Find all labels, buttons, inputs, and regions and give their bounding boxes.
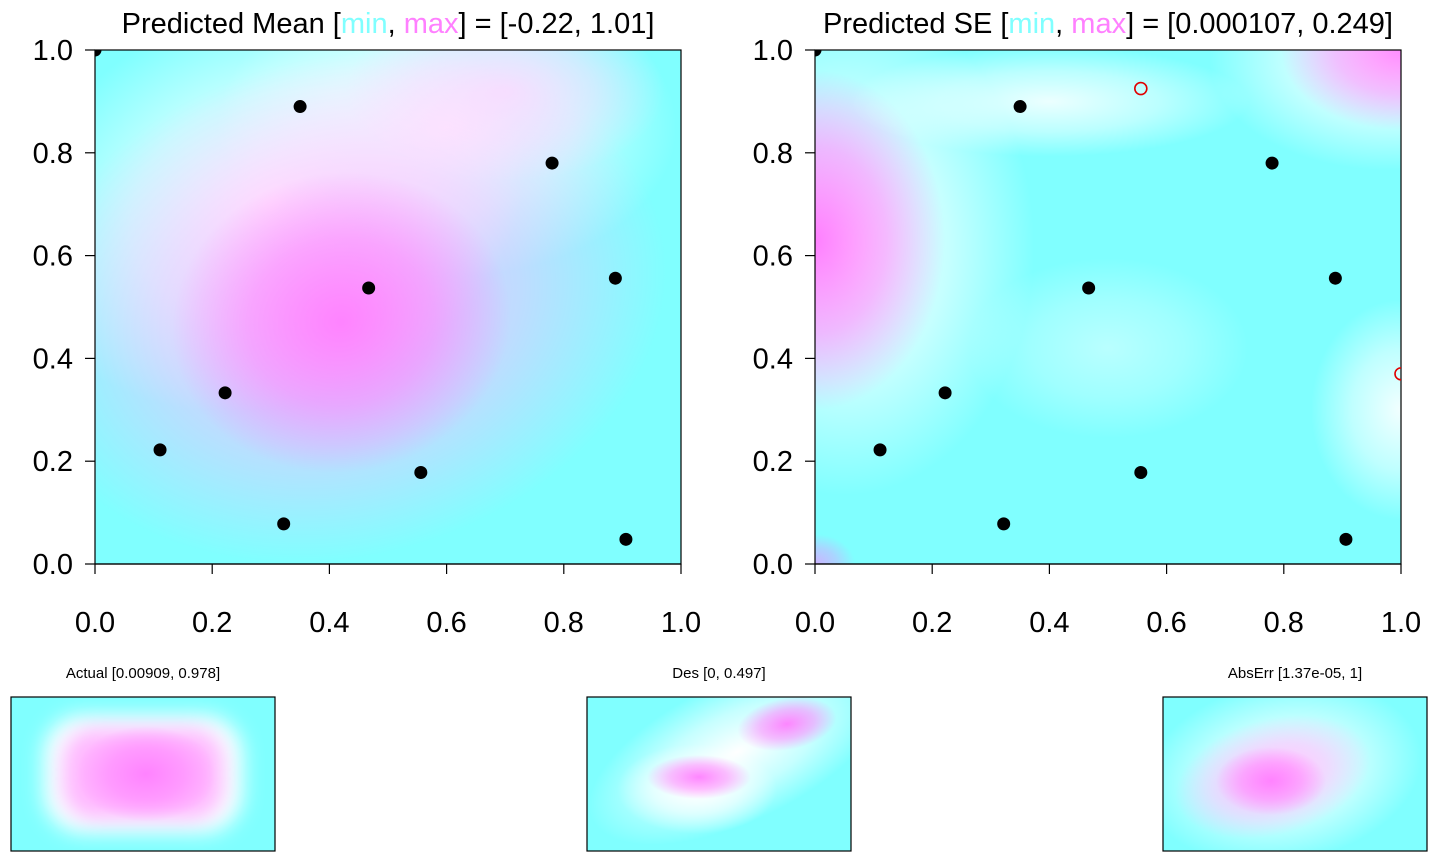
mean-design-point bbox=[218, 386, 232, 400]
se-y-tick-label: 0.6 bbox=[753, 241, 793, 273]
actual-frame bbox=[10, 696, 276, 852]
mean-design-point bbox=[95, 50, 102, 57]
se-pink-origin bbox=[815, 534, 855, 564]
se-x-tick-label: 0.0 bbox=[795, 607, 835, 639]
se-y-tick-label: 0.8 bbox=[753, 138, 793, 170]
se-design-point bbox=[997, 517, 1011, 531]
mean-y-tick-label: 0.6 bbox=[33, 241, 73, 273]
mean-points bbox=[95, 50, 633, 546]
actual-title: Actual [0.00909, 0.978] bbox=[66, 665, 220, 682]
mean-design-point bbox=[608, 271, 622, 285]
mean-y-tick-label: 0.8 bbox=[33, 138, 73, 170]
des-pink-upper bbox=[737, 697, 837, 752]
se-x-tick-label: 0.8 bbox=[1264, 607, 1304, 639]
abserr-pink-core bbox=[1216, 747, 1326, 815]
mean-x-tick-label: 0.4 bbox=[309, 607, 349, 639]
mean-y-tick-label: 0.0 bbox=[33, 549, 73, 581]
se-pink-left bbox=[815, 70, 945, 411]
des-heatmap bbox=[587, 697, 851, 851]
se-heatmap bbox=[815, 50, 1401, 564]
se-y-tick-label: 0.4 bbox=[753, 343, 793, 375]
mean-design-point bbox=[277, 517, 291, 531]
se-design-point bbox=[1265, 156, 1279, 170]
se-panel: Predicted SE [min, max] = [0.000107, 0.2… bbox=[753, 8, 1421, 639]
mean-design-point bbox=[362, 281, 376, 295]
se-design-point bbox=[873, 443, 887, 457]
mean-pink-core bbox=[171, 171, 511, 474]
se-y-tick-label: 1.0 bbox=[753, 35, 793, 67]
des-panel: Des [0, 0.497] bbox=[586, 665, 852, 852]
se-pink-corner bbox=[1281, 50, 1401, 130]
mean-x-tick-label: 0.6 bbox=[426, 607, 466, 639]
se-x-tick-label: 0.6 bbox=[1146, 607, 1186, 639]
mean-y-tick-label: 1.0 bbox=[33, 35, 73, 67]
se-x-tick-label: 1.0 bbox=[1381, 607, 1421, 639]
abserr-frame bbox=[1162, 696, 1428, 852]
se-design-point bbox=[1082, 281, 1096, 295]
mean-panel: Predicted Mean [min, max] = [-0.22, 1.01… bbox=[33, 8, 701, 639]
se-points bbox=[815, 50, 1401, 546]
actual-panel: Actual [0.00909, 0.978] bbox=[10, 665, 276, 852]
mean-design-point bbox=[414, 466, 428, 480]
mean-axes: 0.0 0.2 0.4 0.6 0.8 1.0 0.0 0.2 0.4 0.6 0.8 1.0 bbox=[33, 35, 701, 639]
des-frame bbox=[586, 696, 852, 852]
abserr-title: AbsErr [1.37e-05, 1] bbox=[1228, 665, 1362, 682]
abserr-panel: AbsErr [1.37e-05, 1] bbox=[1162, 665, 1428, 852]
se-title: Predicted SE [min, max] = [0.000107, 0.2… bbox=[823, 8, 1393, 40]
mean-y-tick-label: 0.4 bbox=[33, 343, 73, 375]
mean-x-tick-label: 0.0 bbox=[75, 607, 115, 639]
se-light-mid bbox=[968, 258, 1248, 439]
se-design-point bbox=[1339, 532, 1353, 546]
se-y-tick-label: 0.0 bbox=[753, 549, 793, 581]
des-title: Des [0, 0.497] bbox=[672, 665, 765, 682]
mean-x-tick-label: 1.0 bbox=[661, 607, 701, 639]
des-pink-lower bbox=[647, 755, 751, 799]
se-design-point bbox=[1328, 271, 1342, 285]
se-axes: 0.0 0.2 0.4 0.6 0.8 1.0 0.0 0.2 0.4 0.6 0.8 1.0 bbox=[753, 35, 1421, 639]
se-design-point bbox=[1134, 466, 1148, 480]
actual-pink-core bbox=[76, 726, 216, 822]
se-x-tick-label: 0.2 bbox=[912, 607, 952, 639]
se-x-tick-label: 0.4 bbox=[1029, 607, 1069, 639]
se-design-point bbox=[1013, 100, 1027, 114]
se-white-right bbox=[1311, 299, 1401, 520]
se-design-point bbox=[815, 50, 822, 57]
mean-pink-top bbox=[345, 50, 666, 182]
abserr-heatmap bbox=[1163, 697, 1427, 851]
actual-heatmap bbox=[11, 697, 275, 851]
mean-y-tick-label: 0.2 bbox=[33, 446, 73, 478]
mean-design-point bbox=[293, 100, 307, 114]
se-white-topband bbox=[849, 50, 1250, 157]
mean-x-tick-label: 0.2 bbox=[192, 607, 232, 639]
mean-x-tick-label: 0.8 bbox=[544, 607, 584, 639]
se-candidate-marker bbox=[1394, 367, 1401, 381]
se-design-point bbox=[938, 386, 952, 400]
mean-heatmap bbox=[95, 50, 681, 564]
mean-title: Predicted Mean [min, max] = [-0.22, 1.01… bbox=[122, 8, 655, 40]
se-candidate-marker bbox=[1134, 81, 1148, 96]
mean-design-point bbox=[153, 443, 167, 457]
mean-design-point bbox=[619, 532, 633, 546]
mean-design-point bbox=[545, 156, 559, 170]
se-y-tick-label: 0.2 bbox=[753, 446, 793, 478]
